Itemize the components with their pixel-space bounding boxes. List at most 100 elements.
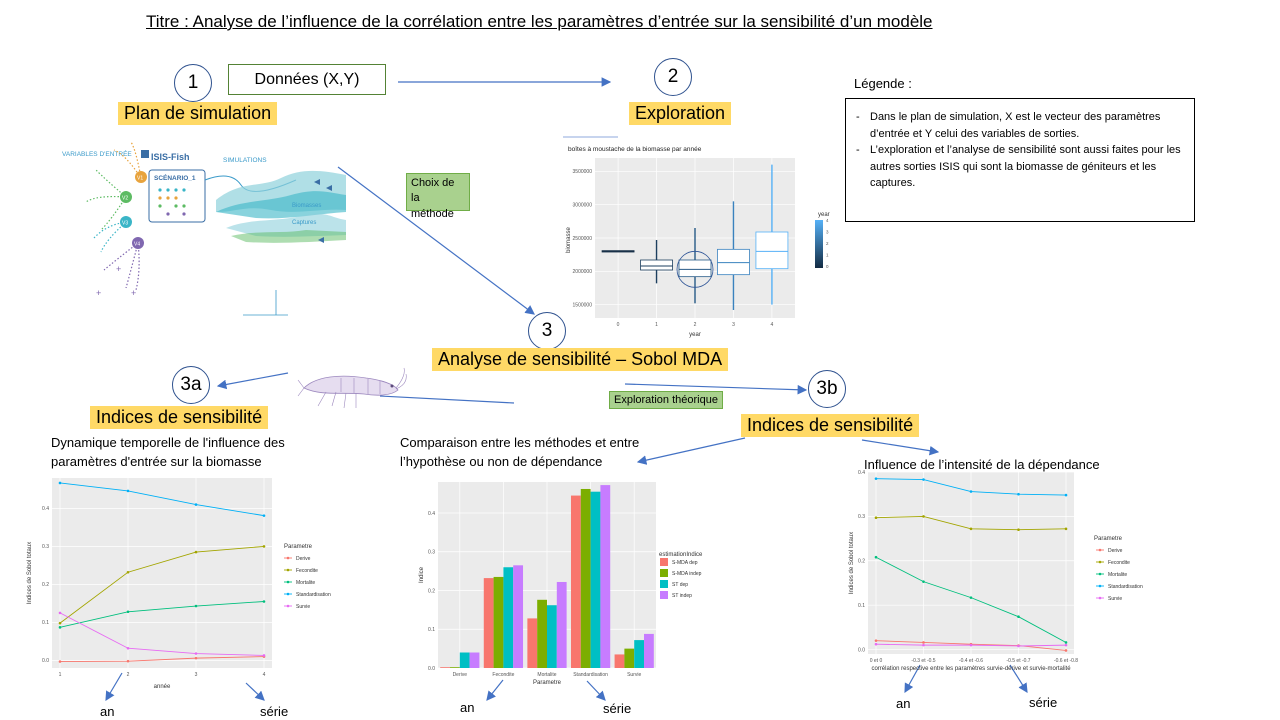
ytick-label: 0.0 <box>42 658 49 664</box>
bar-ytick: 0.2 <box>428 588 435 594</box>
bar-derive-2 <box>459 652 470 668</box>
data-point-fecondite <box>922 515 925 518</box>
line-chart-correlation-xlabel: corrélation respective entre les paramèt… <box>871 666 1071 672</box>
line-chart-time-xlabel: année <box>154 684 171 690</box>
xtick-label: 3 <box>195 672 198 678</box>
arrow-right-an <box>904 664 921 694</box>
data-point-mortalite <box>874 555 878 559</box>
arrow-indices-comparaison <box>636 437 746 465</box>
data-point-mortalite <box>1017 615 1020 619</box>
legend-label-derive: Derive <box>296 556 311 562</box>
boxplot-ytick: 3000000 <box>573 202 593 208</box>
bar-chart-methods: 0.0 0.1 0.2 0.3 0.4 Derive Fecondite Mortalite S… <box>419 482 703 686</box>
legend-dot-fecondite <box>286 568 290 572</box>
data-point-mortalite <box>126 610 130 614</box>
legend-label-survie: Survie <box>296 604 310 610</box>
biomasses-label: Biomasses <box>292 203 321 209</box>
boxplot-box <box>678 259 712 278</box>
xtick-label: 0 et 0 <box>870 658 883 664</box>
data-point-derive <box>1064 649 1068 652</box>
data-point-mortalite <box>262 600 266 603</box>
data-point-mortalite <box>1064 641 1068 644</box>
captures-label: Captures <box>292 220 316 226</box>
legend-item: Dans le plan de simulation, X est le vec… <box>856 109 1188 142</box>
data-point-survie <box>1064 643 1068 647</box>
ytick-label: 0.3 <box>858 514 865 520</box>
legend-dot-fecondite <box>1098 560 1102 564</box>
indices-sensibilite-b-label: Indices de sensibilité <box>741 414 920 437</box>
data-point-standardisation <box>194 503 198 506</box>
data-point-derive <box>194 656 198 660</box>
bar-legend-label: ST indep <box>672 593 692 599</box>
boxplot-xtick: 0 <box>617 322 620 328</box>
page-title: Titre : Analyse de l’influence de la cor… <box>146 12 933 31</box>
bar-legend-key <box>660 569 668 577</box>
data-point-standardisation <box>922 478 925 481</box>
data-point-standardisation <box>126 489 130 493</box>
exploration-label: Exploration <box>629 102 732 125</box>
data-point-derive <box>874 639 878 642</box>
ytick-label: 0.2 <box>42 582 49 588</box>
bar-chart-legend-title: estimationIndice <box>659 552 703 558</box>
data-point-fecondite <box>126 570 130 574</box>
xtick-label: 4 <box>263 672 266 678</box>
caption-right: Influence de l’intensité de la dépendanc… <box>864 457 1100 472</box>
ytick-label: 0.3 <box>42 544 49 550</box>
line-chart-time-panel <box>52 478 272 668</box>
boxplot-ylabel: biomasse <box>566 227 572 253</box>
data-point-mortalite <box>922 580 925 583</box>
legend-label-standardisation: Standardisation <box>1108 584 1143 590</box>
mid-serie-label: série <box>603 701 632 716</box>
bar-xtick: Survie <box>627 672 641 678</box>
donnees-box: Données (X,Y) <box>228 64 386 95</box>
series-line-survie <box>59 612 265 656</box>
legend-dot-survie <box>286 604 290 608</box>
isis-brand: ISIS-Fish <box>151 152 190 162</box>
legend-dot-mortalite <box>1098 572 1102 576</box>
v3-icon <box>120 216 132 228</box>
v1-icon <box>135 171 147 183</box>
data-point-standardisation <box>1064 493 1068 497</box>
data-point-mortalite <box>969 596 973 599</box>
xtick-label: -0.3 et -0.5 <box>911 658 935 664</box>
data-point-standardisation <box>874 477 878 480</box>
data-point-derive <box>126 659 130 663</box>
step-1-circle: 1 <box>174 64 212 102</box>
bar-ytick: 0.3 <box>428 550 435 556</box>
xtick-label: 2 <box>127 672 130 678</box>
isis-logo-icon <box>141 150 149 158</box>
bar-standardisation-3 <box>600 485 611 668</box>
caption-left: Dynamique temporelle de l'influence des … <box>51 435 285 469</box>
boxplot-legend-tick: 4 <box>826 218 829 223</box>
line-chart-correlation-legend-title: Parametre <box>1094 536 1123 542</box>
ytick-label: 0.1 <box>858 603 865 609</box>
boxplot-xtick: 1 <box>655 322 658 328</box>
line-chart-correlation-ylabel: Indices de Sobol totaux <box>849 532 855 594</box>
legend-label-fecondite: Fecondite <box>1108 560 1130 566</box>
boxplot-legend-tick: 3 <box>826 230 829 235</box>
simulations-label: SIMULATIONS <box>223 157 267 164</box>
boxplot-legend-title: year <box>818 212 830 218</box>
xtick-label: -0.4 et -0.6 <box>959 658 983 664</box>
boxplot-box <box>640 259 673 271</box>
legend-box: Dans le plan de simulation, X est le vec… <box>845 98 1195 222</box>
arrow-analyse-3a <box>216 372 289 390</box>
legend-label-mortalite: Mortalite <box>296 580 315 586</box>
step-3a-circle: 3a <box>172 366 210 404</box>
boxplot-chart: boîtes à moustache de la biomasse par an… <box>566 146 830 338</box>
step-2-circle: 2 <box>654 58 692 96</box>
legend-heading: Légende : <box>854 76 912 91</box>
left-serie-label: série <box>260 704 289 719</box>
bar-ytick: 0.4 <box>428 511 435 517</box>
data-point-standardisation <box>262 514 266 517</box>
left-an-label: an <box>100 704 115 719</box>
legend-dot-standardisation <box>1098 584 1102 588</box>
bar-survie-2 <box>634 640 645 668</box>
bar-fecondite-3 <box>513 565 524 668</box>
svg-text:+: + <box>116 264 121 274</box>
svg-text:+: + <box>96 288 101 298</box>
arrow-indices-intensite <box>861 439 940 456</box>
data-point-survie <box>1017 644 1020 648</box>
bar-derive-3 <box>469 652 480 668</box>
